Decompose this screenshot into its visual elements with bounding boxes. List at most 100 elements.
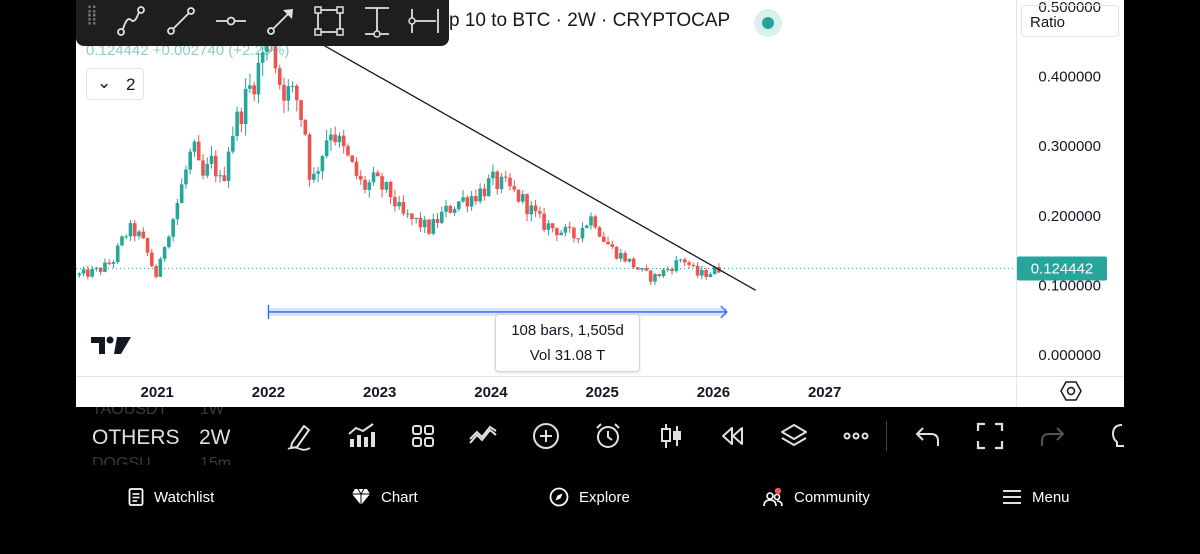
settings-icon[interactable] bbox=[1060, 380, 1082, 402]
indicators-collapse-button[interactable]: ⌄ 2 bbox=[86, 68, 144, 100]
alarm-clock-icon[interactable] bbox=[593, 421, 623, 451]
candle-body bbox=[431, 219, 436, 234]
price-axis-labels: 0.000000 0.100000 0.200000 0.300000 0.400000… bbox=[1038, 0, 1101, 364]
candle-body bbox=[115, 245, 120, 263]
last-price-label: 0.124442 bbox=[1031, 260, 1094, 277]
candle-body bbox=[674, 260, 679, 272]
layers-icon[interactable] bbox=[779, 421, 809, 451]
candle-body bbox=[388, 181, 393, 198]
candles-style-icon[interactable] bbox=[656, 421, 686, 451]
redo-icon[interactable] bbox=[1037, 421, 1067, 451]
candle-body bbox=[452, 209, 457, 213]
candle-body bbox=[358, 175, 363, 180]
time-tick-label: 2027 bbox=[808, 384, 841, 401]
market-status-icon[interactable] bbox=[754, 9, 782, 37]
candle-body bbox=[320, 156, 325, 172]
compass-icon bbox=[549, 487, 569, 507]
candle-body bbox=[512, 186, 517, 190]
drag-handle-icon[interactable]: ⠿ ⠿ bbox=[86, 5, 99, 30]
candle-body bbox=[619, 253, 623, 259]
candle-body bbox=[695, 265, 700, 276]
candle-body bbox=[179, 184, 184, 204]
candle-body bbox=[665, 269, 670, 271]
candle-body bbox=[614, 246, 619, 259]
candle-body bbox=[516, 189, 521, 202]
price-tick-label: 0.400000 bbox=[1038, 69, 1101, 86]
nav-explore[interactable]: Explore bbox=[549, 487, 630, 507]
candle-body bbox=[704, 270, 708, 277]
candle-body bbox=[150, 252, 154, 267]
candle-body bbox=[120, 236, 124, 246]
nav-watchlist[interactable]: Watchlist bbox=[128, 487, 214, 507]
scale-mode-button[interactable]: Ratio bbox=[1021, 5, 1119, 37]
candle-body bbox=[712, 266, 717, 275]
nav-menu[interactable]: Menu bbox=[1002, 487, 1070, 507]
candle-body bbox=[627, 258, 632, 262]
candle-body bbox=[410, 213, 414, 220]
replay-icon[interactable] bbox=[717, 421, 747, 451]
compare-icon[interactable] bbox=[468, 421, 498, 451]
candle-body bbox=[222, 175, 227, 181]
ideas-lightbulb-icon[interactable] bbox=[1110, 421, 1124, 451]
candle-body bbox=[533, 205, 538, 212]
candle-body bbox=[341, 135, 346, 147]
candle-body bbox=[469, 196, 474, 207]
candle-body bbox=[448, 205, 453, 213]
nav-chart-label: Chart bbox=[381, 488, 418, 506]
price-range-icon[interactable] bbox=[360, 4, 394, 38]
candle-body bbox=[435, 219, 440, 223]
last-price-badge bbox=[1017, 256, 1107, 281]
bottom-chart-toolbar[interactable]: TAOUSDT 1W DOGSU 15m OTHERS 2W bbox=[76, 407, 1124, 465]
chart-canvas[interactable]: 0.000000 0.100000 0.200000 0.300000 0.400000… bbox=[76, 0, 1124, 407]
symbol-title[interactable]: p 10 to BTC · 2W · CRYPTOCAP bbox=[449, 10, 731, 31]
candle-body bbox=[124, 236, 129, 238]
candle-body bbox=[482, 188, 487, 197]
layouts-grid-icon[interactable] bbox=[408, 421, 438, 451]
candle-body bbox=[282, 84, 286, 101]
horizontal-ray-icon[interactable] bbox=[214, 4, 248, 38]
rectangle-tool-icon[interactable] bbox=[312, 4, 346, 38]
nav-community[interactable]: Community bbox=[762, 487, 870, 507]
candle-body bbox=[299, 100, 303, 120]
more-icon[interactable] bbox=[841, 421, 871, 451]
trend-line-icon[interactable] bbox=[164, 4, 198, 38]
path-tool-icon[interactable] bbox=[114, 4, 148, 38]
ghost-watchlist-symbol: TAOUSDT bbox=[92, 407, 168, 418]
candle-body bbox=[218, 175, 222, 177]
undo-icon[interactable] bbox=[913, 421, 943, 451]
candle-body bbox=[670, 269, 674, 272]
candle-body bbox=[418, 217, 423, 228]
candle-body bbox=[414, 217, 418, 220]
candle-body bbox=[538, 211, 542, 214]
tradingview-logo-icon[interactable] bbox=[90, 334, 132, 356]
nav-chart[interactable]: Chart bbox=[351, 487, 418, 507]
candle-body bbox=[90, 269, 94, 277]
interval-selector[interactable]: 2W bbox=[199, 426, 231, 449]
date-range-arrow bbox=[720, 305, 728, 319]
candle-body bbox=[260, 52, 265, 63]
candle-body bbox=[145, 238, 150, 253]
candle-body bbox=[376, 172, 380, 177]
candle-body bbox=[248, 85, 252, 89]
drawing-toolbar[interactable]: ⠿ ⠿ bbox=[76, 0, 449, 46]
symbol-selector[interactable]: OTHERS bbox=[92, 426, 180, 449]
add-icon[interactable] bbox=[531, 421, 561, 451]
candle-body bbox=[324, 140, 329, 157]
indicators-icon[interactable] bbox=[346, 421, 376, 451]
fullscreen-icon[interactable] bbox=[975, 421, 1005, 451]
pen-tool-icon[interactable] bbox=[284, 421, 314, 451]
candle-body bbox=[691, 264, 696, 266]
chart-panel[interactable]: 0.000000 0.100000 0.200000 0.300000 0.400000… bbox=[76, 0, 1124, 407]
candle-body bbox=[162, 247, 167, 259]
candle-body bbox=[687, 262, 691, 265]
price-axis-divider bbox=[1016, 0, 1017, 407]
ghost-watchlist-symbol: DOGSU bbox=[92, 455, 151, 465]
candle-body bbox=[636, 267, 640, 270]
candle-body bbox=[520, 194, 525, 202]
candle-body bbox=[678, 259, 683, 261]
candle-body bbox=[589, 216, 593, 226]
date-range-icon[interactable] bbox=[408, 4, 442, 38]
arrow-tool-icon[interactable] bbox=[264, 4, 298, 38]
candle-body bbox=[188, 151, 192, 170]
candle-body bbox=[427, 219, 431, 234]
